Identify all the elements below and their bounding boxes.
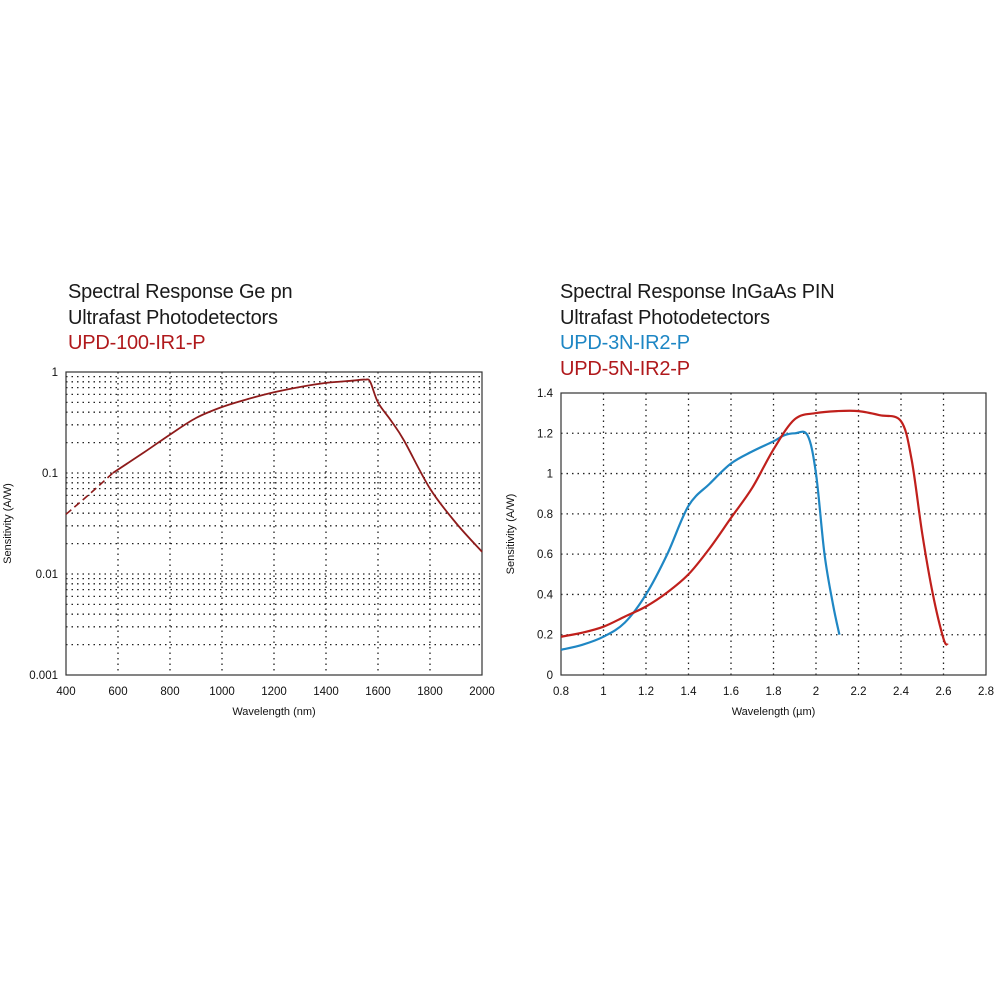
ingaas-title-line-2: Ultrafast Photodetectors — [560, 306, 770, 329]
y-tick-label: 0.6 — [537, 549, 553, 561]
y-tick-label: 0.01 — [36, 569, 58, 581]
x-tick-label: 1200 — [261, 686, 287, 698]
x-tick-label: 2.4 — [893, 686, 910, 698]
x-tick-label: 1.2 — [638, 686, 654, 698]
series-line-upd-100-ir1-p — [112, 378, 483, 553]
x-tick-label: 2.2 — [851, 686, 867, 698]
x-tick-label: 400 — [56, 686, 75, 698]
ge-chart-title: Spectral Response Ge pn Ultrafast Photod… — [68, 280, 293, 357]
x-tick-label: 2.6 — [936, 686, 952, 698]
x-tick-label: 2.8 — [978, 686, 994, 698]
y-tick-label: 1.4 — [537, 388, 554, 400]
x-tick-label: 0.8 — [553, 686, 569, 698]
x-tick-label: 1.8 — [766, 686, 782, 698]
plot-frame — [65, 371, 483, 676]
x-tick-label: 1400 — [313, 686, 339, 698]
series-line-upd-5n-ir2-p — [560, 409, 949, 646]
chart-1: 0.8 1 1.2 1.4 1.6 1.8 2 2.2 2.4 2.6 2.8 0 0.2 0.4 0.6 0… — [505, 388, 994, 718]
ingaas-title-line-1: Spectral Response InGaAs PIN — [560, 281, 835, 303]
y-axis-label: Sensitivity (A/W) — [505, 494, 517, 575]
y-tick-label: 0.2 — [537, 630, 553, 642]
x-tick-label: 2 — [813, 686, 819, 698]
ingaas-chart-title: Spectral Response InGaAs PIN Ultrafast P… — [560, 280, 835, 382]
x-tick-label: 1 — [600, 686, 606, 698]
x-tick-label: 1000 — [209, 686, 235, 698]
y-axis-label: Sensitivity (A/W) — [2, 483, 14, 564]
chart-0: 400 600 800 1000 1200 1400 1600 1800 2000 1 0.1 0.0… — [2, 367, 495, 718]
plot-frame — [560, 392, 987, 676]
y-tick-label: 0.4 — [537, 589, 554, 601]
x-tick-label: 600 — [108, 686, 127, 698]
series-line-upd-100-ir1-p-dashed — [65, 472, 114, 515]
ingaas-series-label-blue: UPD-3N-IR2-P — [560, 332, 690, 354]
y-tick-label: 1.2 — [537, 428, 553, 440]
x-axis-label: Wavelength (nm) — [232, 706, 315, 718]
x-tick-label: 1800 — [417, 686, 443, 698]
series-line-upd-3n-ir2-p — [560, 430, 841, 651]
ge-title-line-1: Spectral Response Ge pn — [68, 281, 293, 303]
ge-title-line-2: Ultrafast Photodetectors — [68, 306, 278, 329]
x-tick-label: 1.6 — [723, 686, 739, 698]
x-tick-label: 1.4 — [681, 686, 698, 698]
x-tick-label: 800 — [160, 686, 179, 698]
y-tick-label: 1 — [547, 469, 553, 481]
y-tick-label: 0.1 — [42, 468, 58, 480]
ingaas-series-label-red: UPD-5N-IR2-P — [560, 357, 690, 380]
y-tick-label: 1 — [52, 367, 58, 379]
ge-series-label: UPD-100-IR1-P — [68, 332, 206, 354]
y-tick-label: 0.8 — [537, 509, 553, 521]
x-axis-label: Wavelength (µm) — [732, 706, 816, 718]
x-tick-label: 2000 — [469, 686, 495, 698]
y-tick-label: 0.001 — [29, 670, 58, 682]
y-tick-label: 0 — [547, 670, 553, 682]
x-tick-label: 1600 — [365, 686, 391, 698]
